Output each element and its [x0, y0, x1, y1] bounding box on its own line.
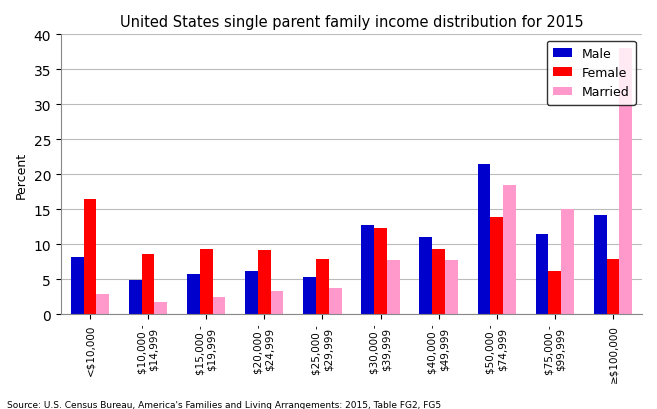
Bar	[200, 249, 213, 315]
Bar	[535, 234, 549, 315]
Bar	[271, 291, 283, 315]
Bar	[419, 238, 432, 315]
Bar	[549, 271, 561, 315]
Title: United States single parent family income distribution for 2015: United States single parent family incom…	[120, 15, 583, 30]
Y-axis label: Percent: Percent	[15, 151, 28, 198]
Bar	[445, 261, 458, 315]
Bar	[71, 257, 83, 315]
Bar	[154, 302, 168, 315]
Bar	[478, 164, 490, 315]
Bar	[142, 254, 154, 315]
Bar	[374, 229, 387, 315]
Bar	[594, 215, 606, 315]
Text: Source: U.S. Census Bureau, America's Families and Living Arrangements: 2015, Ta: Source: U.S. Census Bureau, America's Fa…	[7, 400, 441, 409]
Bar	[432, 249, 445, 315]
Bar	[561, 210, 574, 315]
Bar	[316, 259, 328, 315]
Bar	[328, 288, 342, 315]
Bar	[606, 259, 620, 315]
Bar	[213, 297, 225, 315]
Bar	[187, 274, 200, 315]
Bar	[245, 271, 258, 315]
Bar	[361, 225, 374, 315]
Bar	[620, 49, 632, 315]
Bar	[304, 277, 316, 315]
Legend: Male, Female, Married: Male, Female, Married	[547, 41, 636, 106]
Bar	[387, 260, 399, 315]
Bar	[258, 251, 271, 315]
Bar	[129, 280, 142, 315]
Bar	[97, 294, 109, 315]
Bar	[503, 186, 516, 315]
Bar	[490, 217, 503, 315]
Bar	[83, 200, 97, 315]
